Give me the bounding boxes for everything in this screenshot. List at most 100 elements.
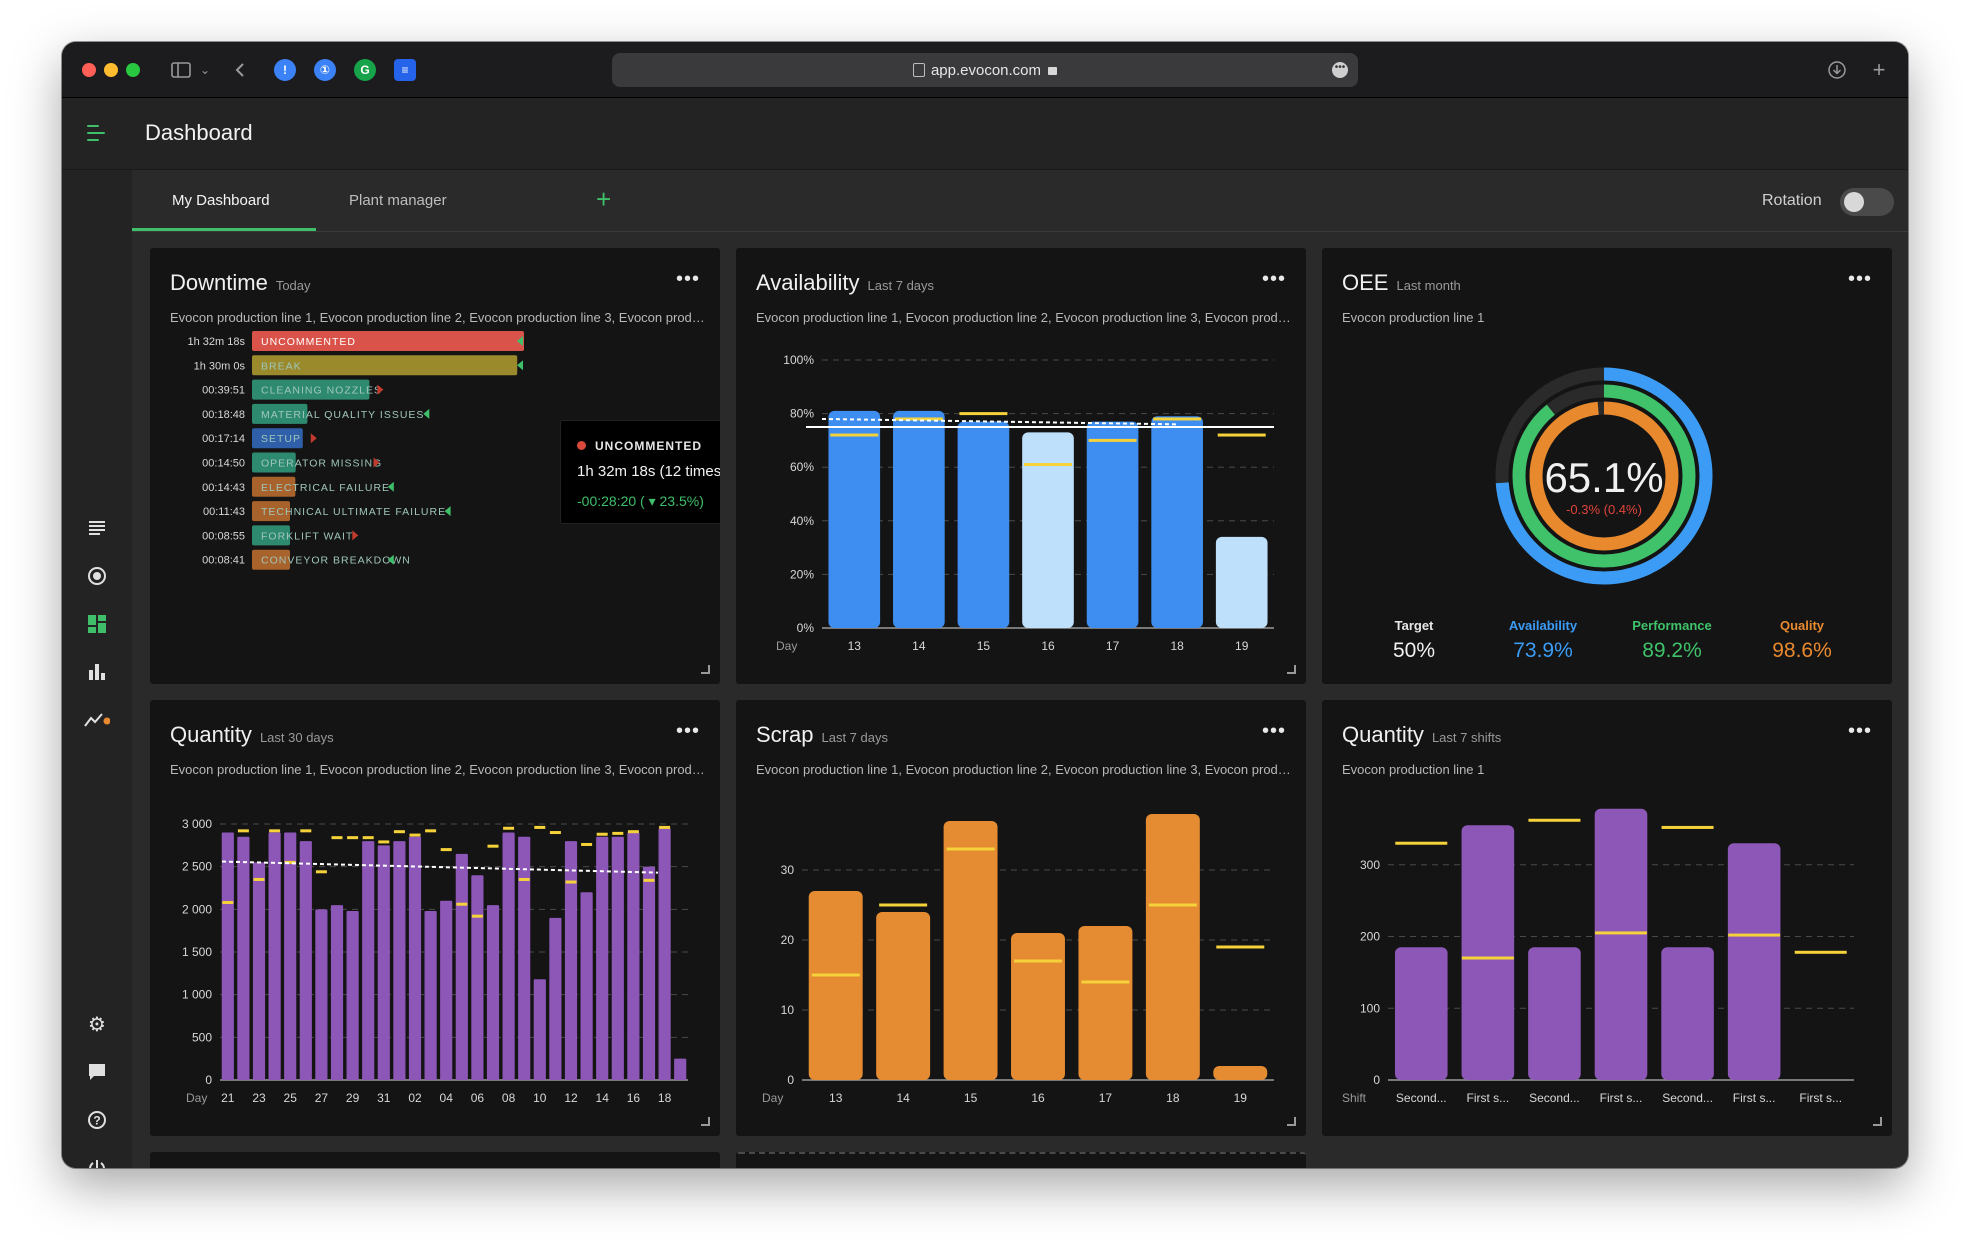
bar [1594, 808, 1648, 1080]
scrap-card: Scrap Last 7 days Evocon production line … [736, 700, 1306, 1136]
bar-chart-icon[interactable] [83, 658, 111, 686]
target-marker [1088, 438, 1137, 442]
card-period: Last 7 days [867, 278, 935, 293]
sidebar-toggle-icon[interactable] [170, 58, 192, 82]
downtime-reason-label: FORKLIFT WAIT [261, 530, 353, 542]
downtime-reason-label: CONVEYOR BREAKDOWN [261, 555, 411, 567]
new-tab-icon[interactable]: + [1872, 57, 1886, 82]
list-icon[interactable] [83, 514, 111, 542]
chat-icon[interactable] [83, 1058, 111, 1086]
trend-arrow-icon [517, 336, 523, 346]
bar [549, 917, 562, 1080]
y-tick-label: 20% [790, 567, 814, 581]
y-tick-label: 1 500 [182, 945, 212, 959]
zoom-window-button[interactable] [126, 63, 140, 77]
target-marker [1081, 980, 1130, 984]
downtime-reason-label: TECHNICAL ULTIMATE FAILURE [261, 506, 446, 518]
bar [221, 832, 234, 1080]
resize-handle[interactable] [701, 1117, 710, 1126]
bar [377, 845, 390, 1080]
lock-icon [1048, 67, 1058, 75]
card-title: Quantity Last 7 shifts [1342, 722, 1502, 747]
target-marker [393, 830, 405, 834]
help-icon[interactable]: ? [83, 1106, 111, 1134]
bar [580, 892, 593, 1080]
resize-handle[interactable] [701, 665, 710, 674]
trend-arrow-icon [373, 457, 380, 468]
x-axis-label: Day [762, 1091, 783, 1105]
add-tab-button[interactable]: + [596, 184, 612, 214]
target-marker [1148, 903, 1197, 907]
x-tick-label: 08 [502, 1091, 516, 1105]
target-marker [1024, 463, 1072, 467]
alert-extension-icon[interactable]: ! [274, 59, 296, 81]
quantity-30-days-card: Quantity Last 30 days Evocon production l… [150, 700, 720, 1136]
dashboard-icon[interactable] [83, 610, 111, 638]
average-line [221, 860, 659, 874]
target-marker [879, 903, 928, 907]
y-tick-label: 300 [1360, 858, 1380, 872]
minimize-window-button[interactable] [104, 63, 118, 77]
chevron-down-icon[interactable]: ⌄ [199, 63, 211, 77]
x-tick-label: Second... [1662, 1091, 1713, 1105]
power-icon[interactable] [83, 1154, 111, 1168]
trend-icon[interactable] [83, 706, 111, 734]
downtime-reason-label: UNCOMMENTED [261, 336, 356, 348]
x-tick-label: 25 [284, 1091, 298, 1105]
rotation-label: Rotation [1762, 192, 1822, 209]
tab-plant-manager[interactable]: Plant manager [349, 192, 447, 209]
back-icon[interactable] [232, 58, 248, 82]
target-marker [1595, 931, 1647, 935]
password-extension-icon[interactable]: ① [314, 59, 336, 81]
target-marker [1728, 933, 1781, 937]
x-tick-label: First s... [1467, 1091, 1510, 1105]
target-marker [347, 836, 359, 840]
close-window-button[interactable] [82, 63, 96, 77]
card-period: Today [275, 278, 311, 293]
downtime-reason-label: SETUP [261, 433, 301, 445]
tab-my-dashboard[interactable]: My Dashboard [172, 192, 270, 209]
bar [440, 900, 453, 1080]
bar [455, 853, 468, 1080]
target-marker [534, 825, 546, 829]
trend-arrow-icon [387, 554, 394, 565]
page-title: Dashboard [145, 120, 253, 145]
bar [330, 905, 344, 1080]
target-marker [612, 831, 624, 835]
download-icon[interactable] [1826, 58, 1848, 82]
trend-arrow-icon [310, 433, 317, 444]
grammar-extension-icon[interactable]: G [354, 59, 376, 81]
downtime-bar [252, 355, 518, 376]
svg-text:?: ? [93, 1114, 100, 1128]
y-tick-label: 0 [1373, 1073, 1380, 1087]
hamburger-menu-icon[interactable] [87, 125, 105, 141]
target-marker [894, 417, 943, 421]
resize-handle[interactable] [1873, 1117, 1882, 1126]
more-icon[interactable]: ••• [1332, 62, 1348, 78]
resize-handle[interactable] [1287, 665, 1296, 674]
page-icon [912, 63, 925, 77]
rotation-toggle[interactable] [1840, 188, 1894, 216]
y-tick-label: 20 [781, 933, 795, 947]
bar [596, 836, 609, 1080]
target-icon[interactable] [83, 562, 111, 590]
bar [1145, 814, 1200, 1080]
oee-change: -0.3% (0.4%) [1566, 502, 1642, 517]
next-card-placeholder [150, 1152, 720, 1168]
notes-extension-icon[interactable]: ≡ [394, 59, 416, 81]
x-tick-label: First s... [1799, 1091, 1842, 1105]
target-marker [1216, 945, 1265, 949]
card-title: Availability Last 7 days [756, 270, 935, 295]
scrap-chart: 0 10 20 30 Day 13 14 15 16 17 18 19 [762, 814, 1274, 1105]
address-bar[interactable]: app.evocon.com ••• [612, 53, 1358, 87]
url-text: app.evocon.com [930, 61, 1042, 79]
app-header: Dashboard [62, 98, 1908, 170]
x-tick-label: 29 [346, 1091, 360, 1105]
gear-icon[interactable]: ⚙ [88, 1013, 106, 1036]
add-card-placeholder[interactable] [736, 1152, 1306, 1168]
downtime-bar [252, 331, 524, 351]
resize-handle[interactable] [1287, 1117, 1296, 1126]
tooltip-label: UNCOMMENTED [595, 439, 702, 453]
y-tick-label: 80% [790, 407, 814, 421]
x-tick-label: 17 [1099, 1091, 1113, 1105]
